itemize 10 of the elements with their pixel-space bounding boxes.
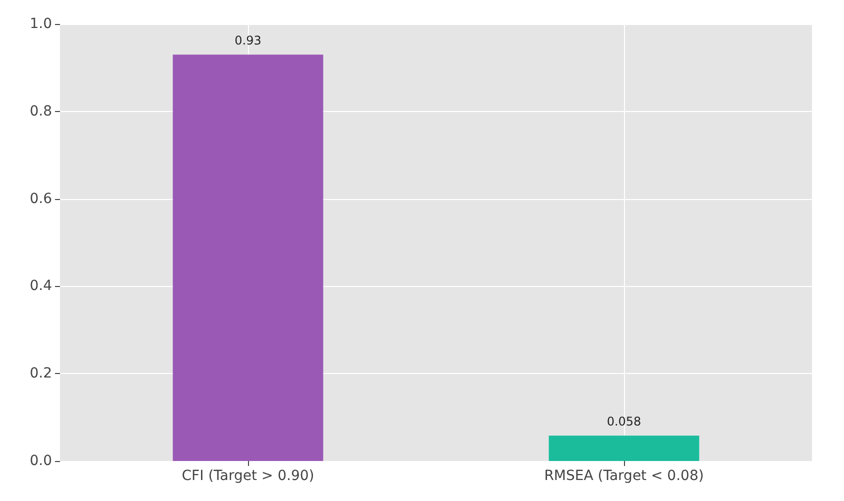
data-label: 0.93 bbox=[234, 34, 262, 48]
y-tick-label: 0.2 bbox=[30, 366, 52, 382]
x-tick-label: CFI (Target > 0.90) bbox=[182, 468, 314, 484]
data-label: 0.058 bbox=[606, 414, 642, 429]
x-tick-label: RMSEA (Target < 0.08) bbox=[544, 468, 704, 484]
y-tick-label: 0.6 bbox=[30, 190, 52, 207]
y-tick-label: 0.8 bbox=[30, 103, 52, 120]
y-tick-label: 0.4 bbox=[30, 278, 52, 294]
y-tick-label: 1.0 bbox=[30, 16, 52, 32]
y-tick-label: 0.0 bbox=[30, 453, 52, 469]
